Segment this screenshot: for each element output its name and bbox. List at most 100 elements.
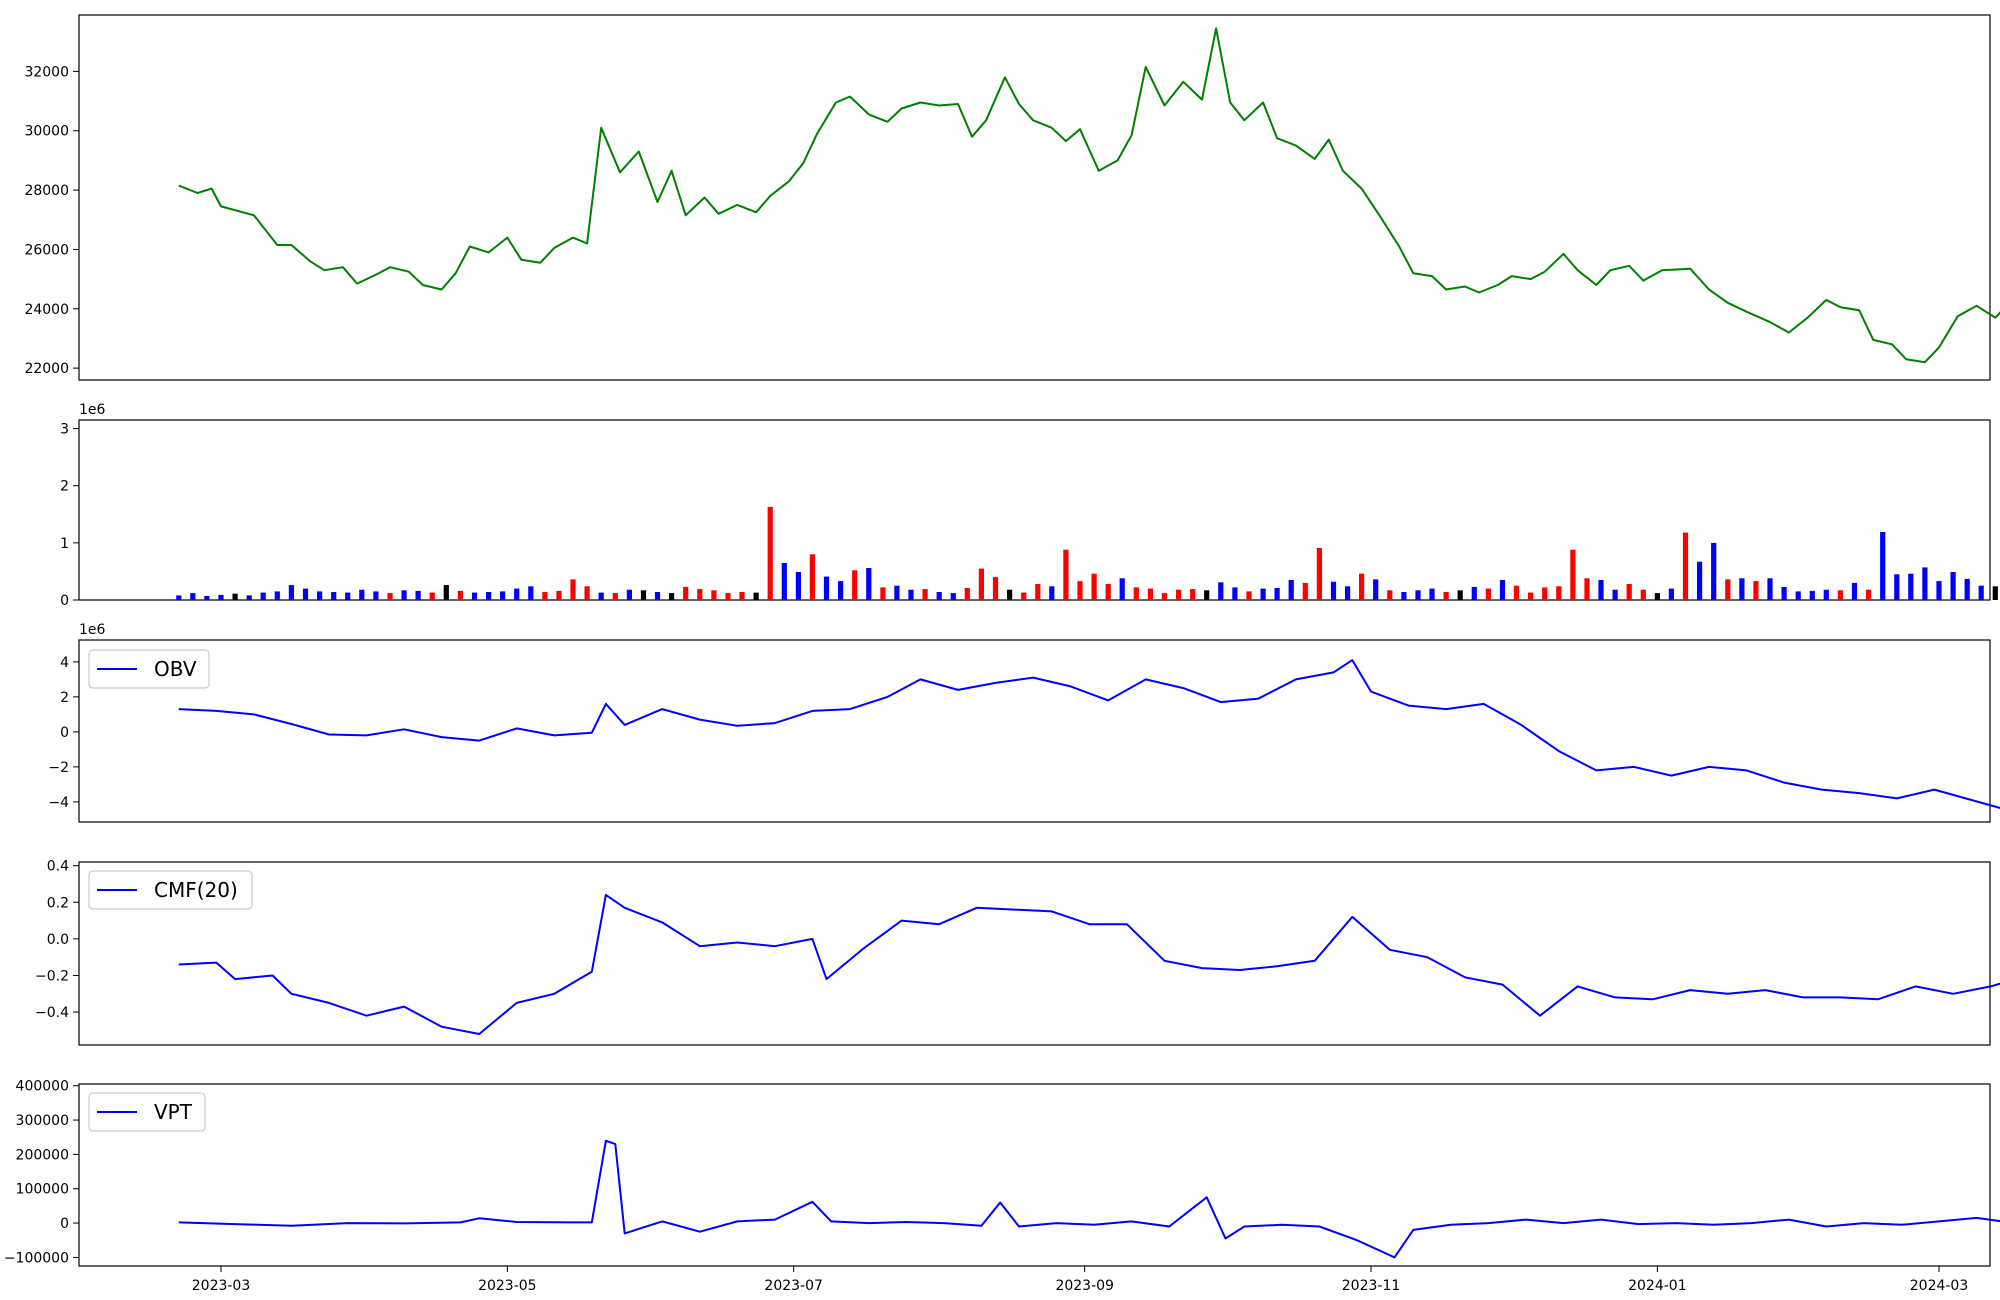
vpt-legend-label: VPT (154, 1100, 193, 1124)
volume-bar (1161, 593, 1168, 600)
volume-bar (1823, 589, 1829, 600)
vpt-y-axis: −100000 0 100000 200000 300000 400000 (4, 1079, 79, 1266)
vpt-y-tick-label: 400000 (16, 1079, 69, 1095)
obv-series-line (178, 659, 2000, 810)
vpt-y-tick-label: 0 (60, 1216, 69, 1232)
obv-plot-area (178, 659, 2000, 810)
price-plot-area (178, 27, 2000, 364)
obv-y-tick-label: −4 (48, 795, 69, 811)
volume-bar (1345, 586, 1351, 600)
volume-bar (331, 592, 337, 600)
volume-bar (823, 576, 830, 600)
volume-bar (1922, 567, 1928, 600)
volume-bar (1415, 590, 1421, 600)
volume-bar (1007, 589, 1013, 600)
volume-bar (415, 590, 421, 600)
volume-bar (1471, 586, 1477, 600)
volume-bar (317, 591, 323, 600)
volume-bar (795, 572, 801, 600)
vpt-y-tick-label: 100000 (16, 1182, 69, 1198)
volume-bar (1739, 578, 1745, 600)
x-tick-label: 2023-03 (192, 1278, 251, 1294)
volume-bar (373, 591, 379, 600)
volume-bar (486, 592, 492, 600)
volume-bar (570, 579, 576, 600)
price-y-tick-label: 32000 (24, 64, 69, 80)
volume-bar (880, 587, 886, 600)
volume-bar (598, 592, 604, 600)
obv-y-tick-label: −2 (48, 760, 69, 776)
volume-bar (1654, 593, 1660, 600)
vpt-y-tick-label: 300000 (16, 1113, 69, 1129)
volume-bar (1147, 588, 1153, 600)
volume-bar (1443, 592, 1449, 600)
volume-y-tick-label: 2 (60, 479, 69, 495)
cmf-legend: CMF(20) (88, 870, 253, 910)
volume-bar (1105, 584, 1111, 600)
vpt-y-tick-label: −100000 (4, 1250, 69, 1266)
obv-y-tick-label: 2 (60, 690, 69, 706)
volume-y-tick-label: 3 (60, 422, 69, 438)
volume-bar (964, 588, 970, 600)
volume-bar (1542, 587, 1548, 600)
cmf-panel: −0.4 −0.2 0.0 0.2 0.4 CMF(20) (35, 859, 2000, 1046)
volume-bar (739, 592, 745, 600)
volume-bar (1246, 591, 1252, 600)
volume-bar (1288, 580, 1294, 600)
volume-bar (401, 590, 407, 600)
volume-bar (1668, 588, 1674, 600)
volume-bar (1176, 589, 1182, 600)
volume-bar (1232, 587, 1238, 600)
volume-bar (640, 590, 647, 600)
volume-bar (232, 593, 238, 600)
obv-panel: 1e6 −4 −2 0 2 4 OBV (48, 622, 2000, 823)
volume-bar (894, 585, 900, 600)
volume-panel: 1e6 0 1 2 3 (60, 402, 1998, 609)
vpt-legend-box (88, 1092, 206, 1132)
price-y-tick-label: 26000 (24, 242, 69, 258)
obv-panel-frame (78, 639, 1991, 823)
volume-bar (246, 595, 252, 600)
cmf-panel-frame (78, 861, 1991, 1046)
volume-bar (1429, 588, 1435, 600)
volume-bar (1499, 580, 1506, 600)
volume-bar (1485, 588, 1491, 600)
volume-bar (1035, 584, 1041, 600)
price-y-tick-label: 24000 (24, 302, 69, 318)
x-tick-label: 2023-07 (764, 1278, 823, 1294)
volume-offset-label: 1e6 (79, 402, 106, 418)
obv-legend-label: OBV (154, 657, 197, 681)
volume-bar (302, 588, 309, 600)
volume-bar (528, 586, 534, 600)
volume-bar (345, 592, 351, 600)
volume-bar (612, 593, 618, 600)
volume-bar (1204, 590, 1210, 600)
volume-bar (288, 585, 294, 600)
volume-bar (1851, 582, 1858, 600)
cmf-y-tick-label: 0.4 (47, 859, 69, 875)
volume-bar (1513, 585, 1520, 600)
cmf-y-tick-label: 0.2 (47, 895, 69, 911)
volume-bar (654, 592, 661, 600)
volume-bar (556, 590, 562, 600)
vpt-panel-frame (78, 1083, 1991, 1267)
vpt-legend: VPT (88, 1092, 206, 1132)
obv-y-tick-label: 4 (60, 655, 69, 671)
volume-bar (1302, 582, 1308, 600)
x-tick-label: 2024-01 (1628, 1278, 1687, 1294)
obv-legend: OBV (88, 649, 210, 689)
volume-bar (429, 592, 435, 600)
volume-bar (1809, 590, 1815, 600)
volume-y-axis: 0 1 2 3 (60, 422, 79, 609)
volume-bar (711, 590, 717, 600)
volume-bar (852, 570, 858, 600)
volume-y-tick-label: 0 (60, 593, 69, 609)
volume-bar (838, 581, 844, 600)
volume-bar (978, 568, 984, 600)
volume-bar (1908, 573, 1914, 600)
volume-bar (1795, 591, 1801, 600)
price-panel-frame (78, 14, 1991, 381)
volume-bar (176, 595, 182, 600)
volume-bar (1837, 590, 1843, 600)
x-tick-label: 2023-05 (478, 1278, 537, 1294)
